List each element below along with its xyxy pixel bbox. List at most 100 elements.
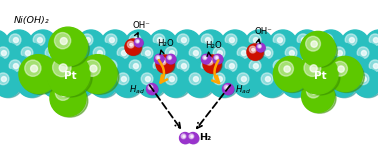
Circle shape <box>309 73 321 85</box>
Circle shape <box>252 48 255 51</box>
Circle shape <box>305 69 333 97</box>
Circle shape <box>325 38 330 43</box>
Circle shape <box>290 77 294 82</box>
Circle shape <box>181 38 186 43</box>
Circle shape <box>321 34 333 46</box>
Ellipse shape <box>163 47 191 72</box>
Circle shape <box>273 56 308 92</box>
Circle shape <box>213 73 225 85</box>
Circle shape <box>147 83 158 95</box>
Ellipse shape <box>102 33 130 59</box>
Circle shape <box>305 43 333 71</box>
Circle shape <box>9 34 21 46</box>
Circle shape <box>85 64 90 69</box>
Ellipse shape <box>48 57 92 97</box>
Circle shape <box>0 56 9 84</box>
Circle shape <box>165 73 177 85</box>
Circle shape <box>93 73 105 85</box>
Circle shape <box>129 60 141 72</box>
Circle shape <box>321 60 333 72</box>
Circle shape <box>197 30 225 58</box>
Circle shape <box>297 34 309 46</box>
Circle shape <box>46 52 90 96</box>
Circle shape <box>109 64 115 69</box>
Circle shape <box>201 54 211 64</box>
Text: Ni(OH)₂: Ni(OH)₂ <box>14 16 50 24</box>
Ellipse shape <box>150 33 178 59</box>
Circle shape <box>229 64 234 69</box>
Circle shape <box>109 38 115 43</box>
Circle shape <box>2 77 6 82</box>
Ellipse shape <box>155 55 164 64</box>
Circle shape <box>61 90 67 96</box>
Circle shape <box>129 34 141 46</box>
Circle shape <box>213 47 225 59</box>
Ellipse shape <box>282 47 310 72</box>
Circle shape <box>197 56 225 84</box>
Circle shape <box>89 43 117 71</box>
Circle shape <box>73 77 79 82</box>
Circle shape <box>233 69 261 97</box>
Ellipse shape <box>246 59 274 85</box>
Circle shape <box>306 36 321 51</box>
Circle shape <box>269 30 297 58</box>
Ellipse shape <box>198 33 226 59</box>
Circle shape <box>247 44 263 60</box>
Circle shape <box>21 47 33 59</box>
Circle shape <box>338 66 344 72</box>
Circle shape <box>249 60 261 72</box>
Circle shape <box>293 30 321 58</box>
Circle shape <box>45 73 57 85</box>
Circle shape <box>117 73 129 85</box>
Ellipse shape <box>202 55 211 64</box>
Circle shape <box>0 43 21 71</box>
Circle shape <box>169 77 174 82</box>
Circle shape <box>137 69 165 97</box>
Circle shape <box>301 64 307 69</box>
Circle shape <box>60 38 67 45</box>
Circle shape <box>121 77 126 82</box>
Circle shape <box>167 56 172 60</box>
Circle shape <box>149 56 177 84</box>
Circle shape <box>369 60 378 72</box>
Circle shape <box>353 43 378 71</box>
Ellipse shape <box>67 73 94 98</box>
Ellipse shape <box>294 59 322 85</box>
Circle shape <box>338 77 342 82</box>
Ellipse shape <box>307 47 335 72</box>
Circle shape <box>349 38 355 43</box>
Circle shape <box>191 135 193 137</box>
Ellipse shape <box>275 61 310 92</box>
Circle shape <box>137 41 138 42</box>
Circle shape <box>61 38 67 43</box>
Ellipse shape <box>186 73 214 98</box>
Circle shape <box>281 69 309 97</box>
Ellipse shape <box>214 55 223 64</box>
Circle shape <box>153 34 165 46</box>
Ellipse shape <box>115 73 143 98</box>
Ellipse shape <box>282 73 310 98</box>
Circle shape <box>373 64 378 69</box>
Circle shape <box>141 73 153 85</box>
Circle shape <box>309 47 321 59</box>
Ellipse shape <box>366 33 378 59</box>
Ellipse shape <box>21 59 60 94</box>
Text: OH⁻: OH⁻ <box>254 26 272 36</box>
Ellipse shape <box>270 59 298 85</box>
Circle shape <box>50 77 54 82</box>
Circle shape <box>311 88 318 94</box>
Circle shape <box>257 69 285 97</box>
Circle shape <box>256 43 265 52</box>
Circle shape <box>33 60 45 72</box>
Circle shape <box>0 30 9 58</box>
Circle shape <box>181 134 186 139</box>
Circle shape <box>148 85 153 90</box>
Circle shape <box>81 60 93 72</box>
Circle shape <box>156 56 160 60</box>
Ellipse shape <box>52 85 88 117</box>
Circle shape <box>261 47 273 59</box>
Circle shape <box>333 47 345 59</box>
Circle shape <box>180 133 191 143</box>
Circle shape <box>365 56 378 84</box>
Circle shape <box>177 34 189 46</box>
